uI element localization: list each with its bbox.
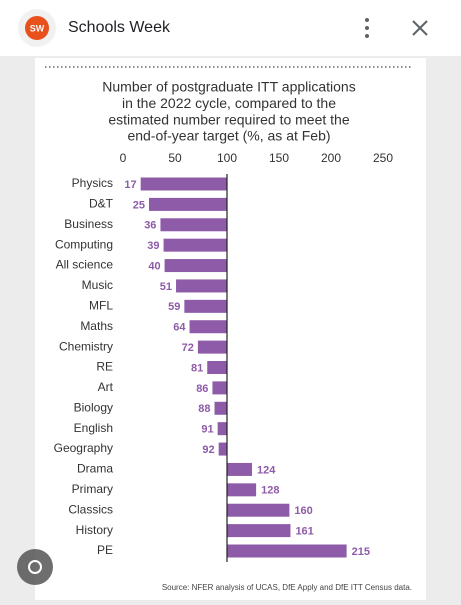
y-tick-label: Geography: [54, 441, 113, 455]
value-label: 124: [257, 464, 276, 476]
x-tick-label: 250: [373, 151, 393, 165]
chart-title: estimated number required to meet the: [108, 111, 349, 127]
app-bar: [0, 0, 461, 56]
y-tick-label: RE: [96, 360, 113, 374]
y-tick-label: Classics: [68, 502, 113, 516]
lens-icon: [28, 560, 42, 574]
value-label: 51: [160, 281, 172, 293]
y-tick-label: All science: [56, 258, 114, 272]
value-label: 160: [294, 505, 312, 517]
value-label: 91: [201, 424, 213, 436]
y-tick-label: MFL: [89, 299, 113, 313]
bar: [227, 503, 290, 517]
source: Source: NFER analysis of UCAS, DfE Apply…: [162, 583, 412, 592]
y-tick-label: English: [74, 421, 113, 435]
y-tick-label: Chemistry: [59, 339, 113, 353]
value-label: 39: [147, 240, 159, 252]
bar: [163, 238, 227, 252]
bar: [189, 320, 227, 334]
value-label: 40: [148, 260, 160, 272]
bar: [227, 524, 291, 538]
x-tick-label: 150: [269, 151, 289, 165]
bar: [140, 177, 227, 191]
bar: [214, 401, 227, 415]
x-tick-label: 100: [217, 151, 237, 165]
value-label: 36: [144, 220, 156, 232]
x-tick-label: 200: [321, 151, 341, 165]
y-tick-label: D&T: [89, 197, 114, 211]
y-tick-label: Physics: [72, 176, 113, 190]
y-tick-label: PE: [97, 543, 113, 557]
value-label: 17: [124, 179, 136, 191]
chart-title: end-of-year target (%, as at Feb): [127, 128, 330, 144]
bar: [176, 279, 227, 293]
app-title: Schools Week: [68, 19, 171, 36]
bar: [164, 259, 227, 273]
value-label: 88: [198, 403, 210, 415]
y-tick-label: Computing: [55, 237, 113, 251]
y-tick-label: Art: [98, 380, 114, 394]
bar: [212, 381, 227, 395]
lens-button[interactable]: [17, 549, 53, 585]
bar: [197, 340, 227, 354]
bar: [184, 299, 227, 313]
bar: [218, 442, 227, 456]
value-label: 59: [168, 301, 180, 313]
value-label: 72: [182, 342, 194, 354]
value-label: 161: [295, 526, 313, 538]
bar: [227, 483, 257, 497]
y-tick-label: Biology: [74, 400, 113, 414]
bar: [149, 197, 227, 211]
y-tick-label: Drama: [77, 462, 113, 476]
bar: [160, 218, 227, 232]
close-button[interactable]: [412, 20, 428, 36]
bar: [227, 544, 347, 558]
value-label: 215: [352, 546, 370, 558]
y-tick-label: Primary: [72, 482, 113, 496]
chart: Number of postgraduate ITT applicationsi…: [54, 79, 412, 592]
y-tick-label: Business: [64, 217, 113, 231]
value-label: 86: [196, 383, 208, 395]
chart-title: in the 2022 cycle, compared to the: [122, 95, 336, 111]
menu-button[interactable]: [365, 18, 369, 38]
logo[interactable]: [25, 16, 49, 40]
value-label: 64: [173, 322, 186, 334]
x-tick-label: 50: [168, 151, 182, 165]
logo-text: SW: [30, 23, 45, 33]
bar: [217, 422, 227, 436]
y-tick-label: Music: [82, 278, 113, 292]
value-label: 128: [261, 485, 279, 497]
y-tick-label: Maths: [80, 319, 113, 333]
value-label: 25: [133, 199, 145, 211]
x-tick-label: 0: [120, 151, 127, 165]
value-label: 81: [191, 362, 203, 374]
bar: [207, 361, 227, 374]
y-tick-label: History: [76, 523, 113, 537]
bar: [227, 462, 252, 476]
value-label: 92: [202, 444, 214, 456]
chart-title: Number of postgraduate ITT applications: [102, 79, 355, 95]
